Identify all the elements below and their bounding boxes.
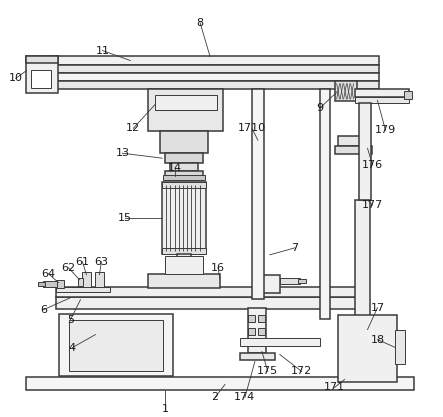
- Text: 64: 64: [42, 269, 56, 279]
- Bar: [55, 297, 365, 309]
- Bar: [155, 95, 217, 111]
- Bar: [38, 282, 45, 286]
- Bar: [170, 163, 198, 171]
- Bar: [320, 89, 330, 319]
- Bar: [165, 171, 203, 179]
- Bar: [396, 329, 405, 364]
- Text: 62: 62: [62, 263, 76, 273]
- Text: 14: 14: [168, 163, 182, 173]
- Text: 16: 16: [211, 263, 225, 273]
- Text: 61: 61: [75, 257, 89, 267]
- Text: 174: 174: [234, 392, 256, 402]
- Bar: [404, 91, 412, 99]
- Bar: [358, 103, 370, 200]
- Text: 177: 177: [362, 200, 383, 210]
- Bar: [78, 278, 83, 286]
- Bar: [298, 279, 306, 283]
- Bar: [160, 131, 208, 153]
- Text: 5: 5: [67, 315, 74, 324]
- Bar: [177, 254, 191, 274]
- Bar: [280, 278, 300, 284]
- Bar: [354, 98, 409, 103]
- Bar: [162, 248, 206, 254]
- Bar: [55, 65, 380, 73]
- Bar: [26, 55, 58, 93]
- Bar: [69, 319, 163, 372]
- Bar: [338, 136, 368, 146]
- Text: 1710: 1710: [238, 123, 266, 133]
- Bar: [43, 281, 57, 287]
- Bar: [162, 182, 206, 188]
- Text: 18: 18: [370, 334, 385, 344]
- Bar: [26, 377, 414, 390]
- Bar: [55, 280, 63, 288]
- Bar: [148, 274, 220, 288]
- Bar: [252, 89, 264, 299]
- Bar: [165, 256, 203, 274]
- Bar: [334, 146, 373, 154]
- Text: 17: 17: [370, 303, 385, 313]
- Bar: [58, 314, 173, 377]
- Text: 15: 15: [118, 213, 132, 223]
- Text: 2: 2: [211, 392, 218, 402]
- Text: 10: 10: [9, 73, 23, 83]
- Text: 8: 8: [197, 18, 204, 28]
- Bar: [162, 182, 206, 254]
- Bar: [82, 272, 91, 287]
- Bar: [258, 315, 265, 322]
- Text: 4: 4: [69, 342, 76, 352]
- Text: 171: 171: [324, 382, 345, 392]
- Text: 1: 1: [162, 404, 169, 414]
- Text: 175: 175: [257, 367, 278, 377]
- Bar: [240, 352, 275, 360]
- Bar: [248, 315, 255, 322]
- Bar: [163, 175, 205, 180]
- Bar: [354, 200, 369, 319]
- Bar: [148, 89, 223, 131]
- Text: 12: 12: [126, 123, 140, 133]
- Bar: [258, 328, 265, 334]
- Text: 11: 11: [95, 45, 109, 55]
- Bar: [334, 81, 357, 101]
- Bar: [55, 287, 110, 292]
- Bar: [240, 338, 320, 346]
- Bar: [95, 272, 105, 287]
- Bar: [165, 153, 203, 163]
- Text: 9: 9: [316, 103, 323, 113]
- Text: 172: 172: [291, 367, 312, 377]
- Bar: [248, 328, 255, 334]
- Bar: [26, 55, 58, 63]
- Bar: [31, 70, 51, 88]
- Bar: [55, 73, 380, 81]
- Text: 7: 7: [291, 243, 298, 253]
- Bar: [55, 81, 380, 89]
- Text: 176: 176: [362, 160, 383, 170]
- Text: 6: 6: [40, 305, 47, 315]
- Text: 179: 179: [375, 125, 396, 135]
- Bar: [258, 275, 280, 293]
- Bar: [338, 315, 397, 382]
- Text: 63: 63: [94, 257, 109, 267]
- Bar: [248, 308, 266, 352]
- Bar: [354, 89, 409, 98]
- Text: 13: 13: [115, 148, 129, 158]
- Bar: [55, 55, 380, 65]
- Bar: [55, 287, 365, 297]
